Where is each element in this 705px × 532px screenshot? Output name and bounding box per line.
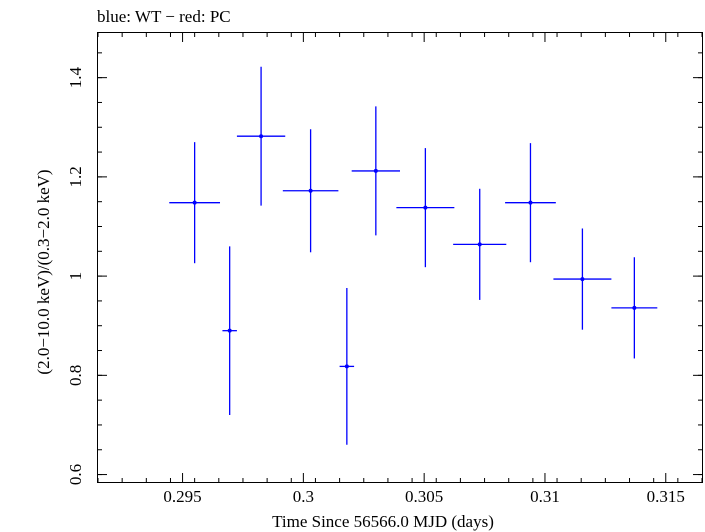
x-tick-label: 0.31 [530, 487, 560, 506]
chart-title: blue: WT − red: PC [97, 7, 231, 26]
y-tick-label: 0.6 [66, 464, 85, 485]
data-point [308, 188, 313, 193]
data-point [580, 277, 585, 282]
y-tick-label: 1.4 [66, 67, 85, 89]
data-point [477, 242, 482, 247]
x-axis-ticks: 0.295 0.3 0.305 0.31 0.315 [97, 33, 703, 506]
x-axis-label: Time Since 56566.0 MJD (days) [272, 512, 494, 531]
data-point [344, 364, 349, 369]
data-point [259, 134, 264, 139]
data-point [632, 305, 637, 310]
y-tick-label: 0.8 [66, 365, 85, 386]
data-point [528, 200, 533, 205]
x-tick-label: 0.315 [647, 487, 685, 506]
plot-frame [97, 32, 703, 483]
data-points [169, 66, 658, 445]
x-tick-label: 0.3 [293, 487, 314, 506]
data-point [227, 328, 232, 333]
data-point [373, 168, 378, 173]
x-tick-label: 0.305 [405, 487, 443, 506]
data-point [192, 200, 197, 205]
data-point [423, 205, 428, 210]
y-tick-label: 1 [66, 272, 85, 281]
y-tick-label: 1.2 [66, 166, 85, 187]
y-axis-ticks: 0.6 0.8 1 1.2 1.4 [66, 52, 702, 485]
x-tick-label: 0.295 [163, 487, 201, 506]
y-axis-label: (2.0−10.0 keV)/(0.3−2.0 keV) [34, 169, 53, 374]
